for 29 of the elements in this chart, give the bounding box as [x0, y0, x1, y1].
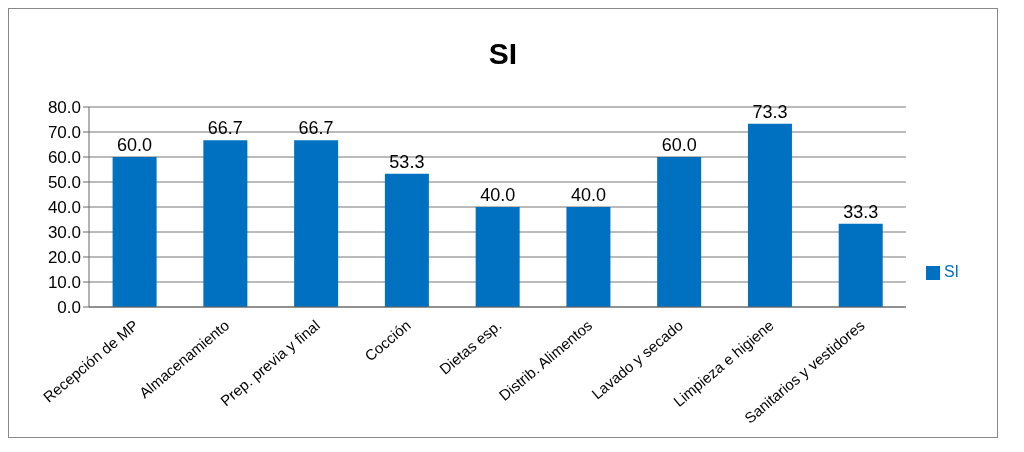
bar: [112, 157, 157, 307]
data-label: 40.0: [480, 185, 516, 205]
data-label: 40.0: [570, 185, 606, 205]
bar: [203, 140, 248, 307]
legend-label: SI: [943, 263, 959, 280]
bar: [384, 173, 429, 307]
data-label: 53.3: [389, 151, 425, 172]
y-tick-label: 40.0: [47, 198, 81, 218]
y-tick-label: 20.0: [47, 248, 81, 268]
data-label: 60.0: [661, 135, 697, 155]
y-tick-label: 70.0: [47, 123, 81, 143]
y-tick-label: 0.0: [57, 298, 81, 318]
bar: [657, 157, 702, 307]
data-label: 66.7: [207, 118, 243, 139]
y-tick-label: 80.0: [47, 98, 81, 118]
chart-title: SI: [487, 36, 519, 72]
y-tick-label: 50.0: [47, 173, 81, 193]
bar: [566, 207, 611, 307]
bar: [294, 140, 339, 307]
data-label: 66.7: [298, 118, 334, 139]
y-tick-label: 60.0: [47, 148, 81, 168]
bar: [475, 207, 520, 307]
data-label: 60.0: [117, 135, 153, 155]
y-tick-label: 10.0: [47, 273, 81, 293]
data-label: 73.3: [752, 101, 788, 122]
bar: [747, 123, 792, 307]
bar: [838, 223, 883, 307]
data-label: 33.3: [843, 201, 879, 222]
y-tick-label: 30.0: [47, 223, 81, 243]
